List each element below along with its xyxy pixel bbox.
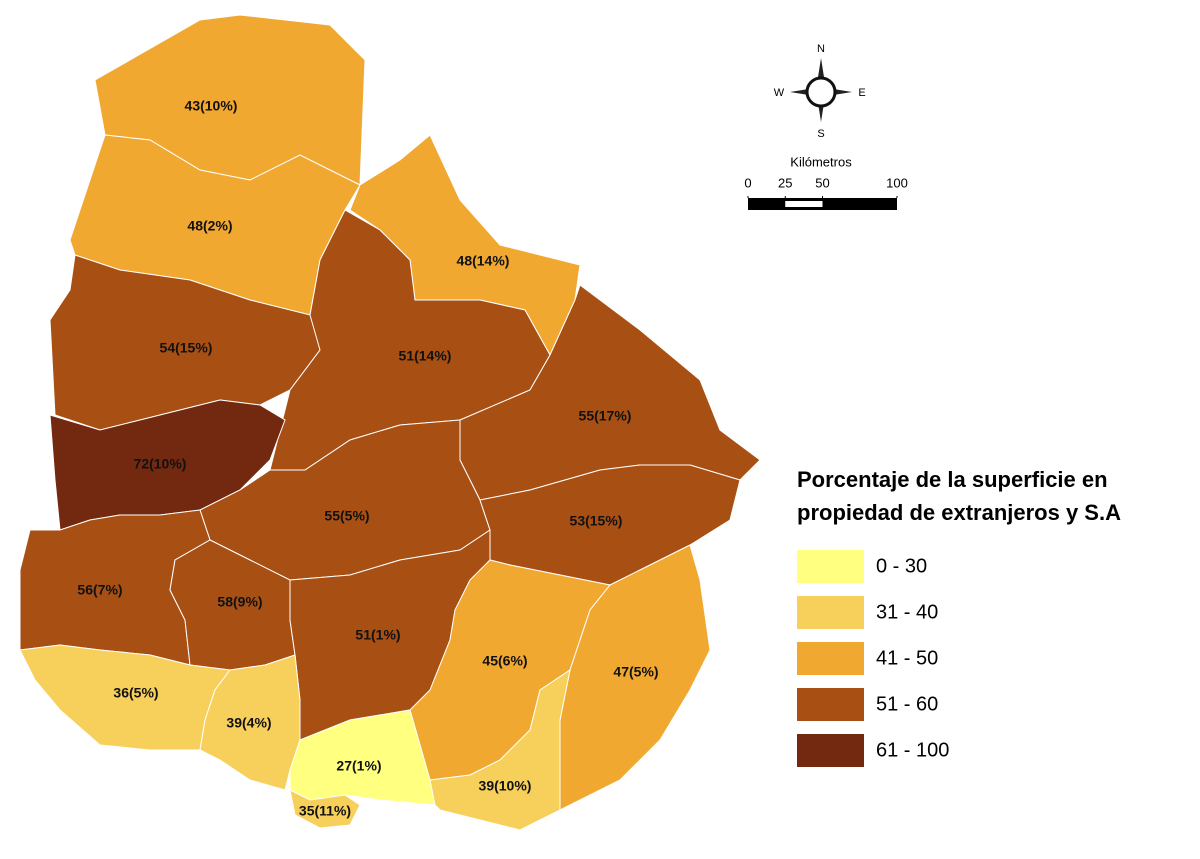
region-label: 35(11%) bbox=[299, 803, 351, 819]
scale-tick-label: 50 bbox=[815, 175, 829, 190]
legend-label: 31 - 40 bbox=[876, 601, 938, 623]
legend-label: 0 - 30 bbox=[876, 555, 927, 577]
compass-s: S bbox=[817, 128, 824, 140]
scale-tick-label: 0 bbox=[744, 175, 751, 190]
legend-swatch bbox=[797, 596, 864, 629]
region-label: 53(15%) bbox=[570, 513, 623, 529]
region-label: 47(5%) bbox=[613, 664, 658, 680]
legend-label: 41 - 50 bbox=[876, 647, 938, 669]
region-label: 48(2%) bbox=[187, 218, 232, 234]
region-label: 39(10%) bbox=[479, 778, 532, 794]
region bbox=[199, 654, 301, 791]
legend: Porcentaje de la superficie en propiedad … bbox=[797, 467, 1121, 767]
region bbox=[559, 544, 711, 811]
region-label: 36(5%) bbox=[113, 685, 158, 701]
scale-bar: Kilómetros 0 25 50 100 bbox=[744, 154, 908, 210]
region bbox=[289, 709, 436, 806]
legend-label: 51 - 60 bbox=[876, 693, 938, 715]
region-label: 48(14%) bbox=[457, 253, 510, 269]
region bbox=[289, 789, 361, 829]
scale-tick-label: 100 bbox=[886, 175, 908, 190]
compass: N S E W bbox=[774, 43, 866, 140]
region-label: 72(10%) bbox=[134, 456, 187, 472]
legend-title: Porcentaje de la superficie en bbox=[797, 467, 1108, 492]
region-label: 39(4%) bbox=[226, 715, 271, 731]
region-label: 27(1%) bbox=[336, 758, 381, 774]
legend-swatch bbox=[797, 688, 864, 721]
region-label: 45(6%) bbox=[482, 653, 527, 669]
legend-swatch bbox=[797, 550, 864, 583]
regions bbox=[19, 14, 761, 831]
compass-w: W bbox=[774, 87, 785, 99]
legend-title: propiedad de extranjeros y S.A bbox=[797, 500, 1121, 525]
scale-tick-label: 25 bbox=[778, 175, 792, 190]
region bbox=[429, 668, 571, 831]
region-label: 56(7%) bbox=[77, 582, 122, 598]
compass-n: N bbox=[817, 43, 825, 55]
legend-label: 61 - 100 bbox=[876, 739, 949, 761]
region-label: 55(17%) bbox=[579, 408, 632, 424]
region-labels: 43(10%) 48(2%) 48(14%) 54(15%) 51(14%) 55(17%… bbox=[77, 98, 658, 819]
region-label: 51(1%) bbox=[355, 627, 400, 643]
region-label: 54(15%) bbox=[160, 340, 213, 356]
region-label: 55(5%) bbox=[324, 508, 369, 524]
region-label: 51(14%) bbox=[399, 348, 452, 364]
region-label: 58(9%) bbox=[217, 594, 262, 610]
compass-e: E bbox=[858, 87, 865, 99]
legend-swatch bbox=[797, 642, 864, 675]
region-label: 43(10%) bbox=[185, 98, 238, 114]
scale-segment bbox=[785, 201, 823, 207]
legend-swatch bbox=[797, 734, 864, 767]
scale-title: Kilómetros bbox=[790, 154, 852, 169]
